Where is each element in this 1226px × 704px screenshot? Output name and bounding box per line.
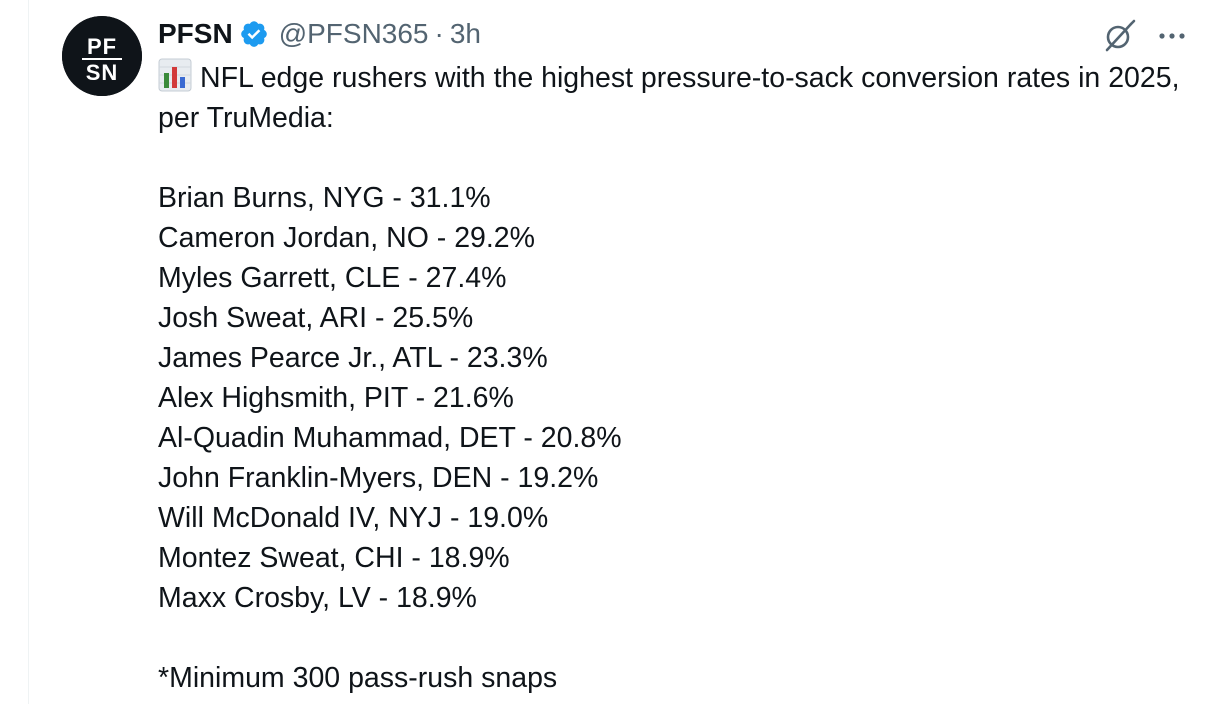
avatar[interactable]: PF SN: [62, 16, 142, 96]
list-item: Al-Quadin Muhammad, DET - 20.8%: [158, 422, 622, 454]
list-item: Maxx Crosby, LV - 18.9%: [158, 582, 477, 614]
tweet-intro: NFL edge rushers with the highest pressu…: [158, 58, 1208, 138]
list-item: John Franklin-Myers, DEN - 19.2%: [158, 462, 599, 494]
list-item: Alex Highsmith, PIT - 21.6%: [158, 382, 514, 414]
separator-dot: ·: [434, 18, 444, 49]
timestamp[interactable]: 3h: [449, 18, 481, 49]
tweet-intro-text: NFL edge rushers with the highest pressu…: [158, 62, 1180, 134]
list-item: Cameron Jordan, NO - 29.2%: [158, 222, 535, 254]
footnote: *Minimum 300 pass-rush snaps: [158, 662, 558, 694]
display-name[interactable]: PFSN: [158, 18, 233, 49]
tweet-actions: [1100, 16, 1190, 56]
pfsn-logo: PF SN: [62, 16, 142, 96]
ranking-list: Brian Burns, NYG - 31.1% Cameron Jordan,…: [158, 178, 1208, 618]
avatar-logo-top: PF: [87, 34, 117, 59]
verified-badge-icon[interactable]: [239, 19, 269, 49]
user-handle[interactable]: @PFSN365: [278, 18, 429, 49]
grok-icon[interactable]: [1100, 16, 1140, 56]
list-item: Myles Garrett, CLE - 27.4%: [158, 262, 507, 294]
timeline-divider: [28, 0, 29, 704]
list-item: Montez Sweat, CHI - 18.9%: [158, 542, 510, 574]
list-item: Josh Sweat, ARI - 25.5%: [158, 302, 474, 334]
bar-chart-icon: [158, 58, 192, 92]
list-item: Will McDonald IV, NYJ - 19.0%: [158, 502, 549, 534]
avatar-logo-bottom: SN: [86, 60, 119, 85]
tweet-header: PFSN @PFSN365 · 3h: [158, 14, 481, 54]
tweet-text: NFL edge rushers with the highest pressu…: [158, 58, 1208, 698]
more-options-icon[interactable]: [1156, 16, 1190, 56]
list-item: Brian Burns, NYG - 31.1%: [158, 182, 491, 214]
list-item: James Pearce Jr., ATL - 23.3%: [158, 342, 548, 374]
